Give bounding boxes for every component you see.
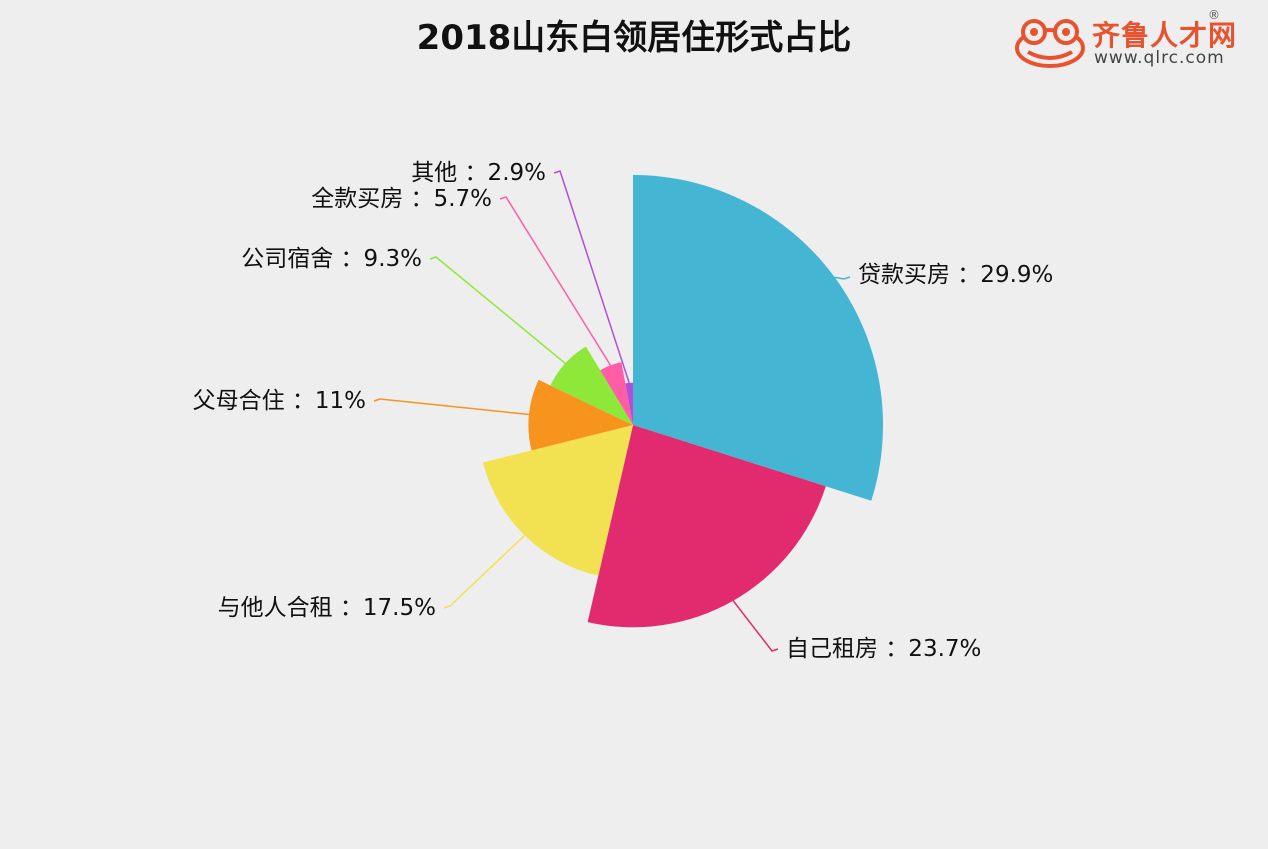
frog-logo-icon: [1015, 19, 1085, 68]
slice-label: 贷款买房 ：29.9%: [858, 262, 1053, 288]
leader-line: [429, 256, 566, 364]
leader-line: [499, 196, 612, 366]
slice-label: 公司宿舍 ：9.3%: [241, 246, 422, 272]
leader-line: [443, 534, 526, 609]
leader-line: [834, 276, 851, 280]
leader-line: [373, 398, 529, 416]
logo-name: 齐鲁人才网: [1092, 19, 1238, 52]
brand-logo: 齐鲁人才网 ® www.qlrc.com: [1014, 8, 1264, 72]
logo-url: www.qlrc.com: [1094, 48, 1225, 68]
slice-label: 与他人合租 ：17.5%: [218, 595, 436, 621]
leader-line: [732, 600, 779, 652]
leader-line: [553, 170, 630, 384]
chart-title: 2018山东白领居住形式占比: [416, 18, 852, 58]
pie-slice: [550, 346, 633, 425]
slice-label: 其他 ：2.9%: [411, 160, 546, 186]
pie-slice: [600, 362, 633, 425]
pie-slice: [528, 379, 633, 451]
slice-label: 父母合住 ：11%: [193, 388, 366, 414]
pie-slice: [625, 382, 633, 425]
pie-slice: [633, 175, 883, 501]
pie-slice: [587, 425, 826, 628]
logo-registered-mark: ®: [1208, 8, 1220, 22]
pie-slice: [483, 425, 633, 576]
slice-label: 全款买房 ：5.7%: [311, 186, 492, 212]
slice-label: 自己租房 ：23.7%: [786, 636, 981, 662]
